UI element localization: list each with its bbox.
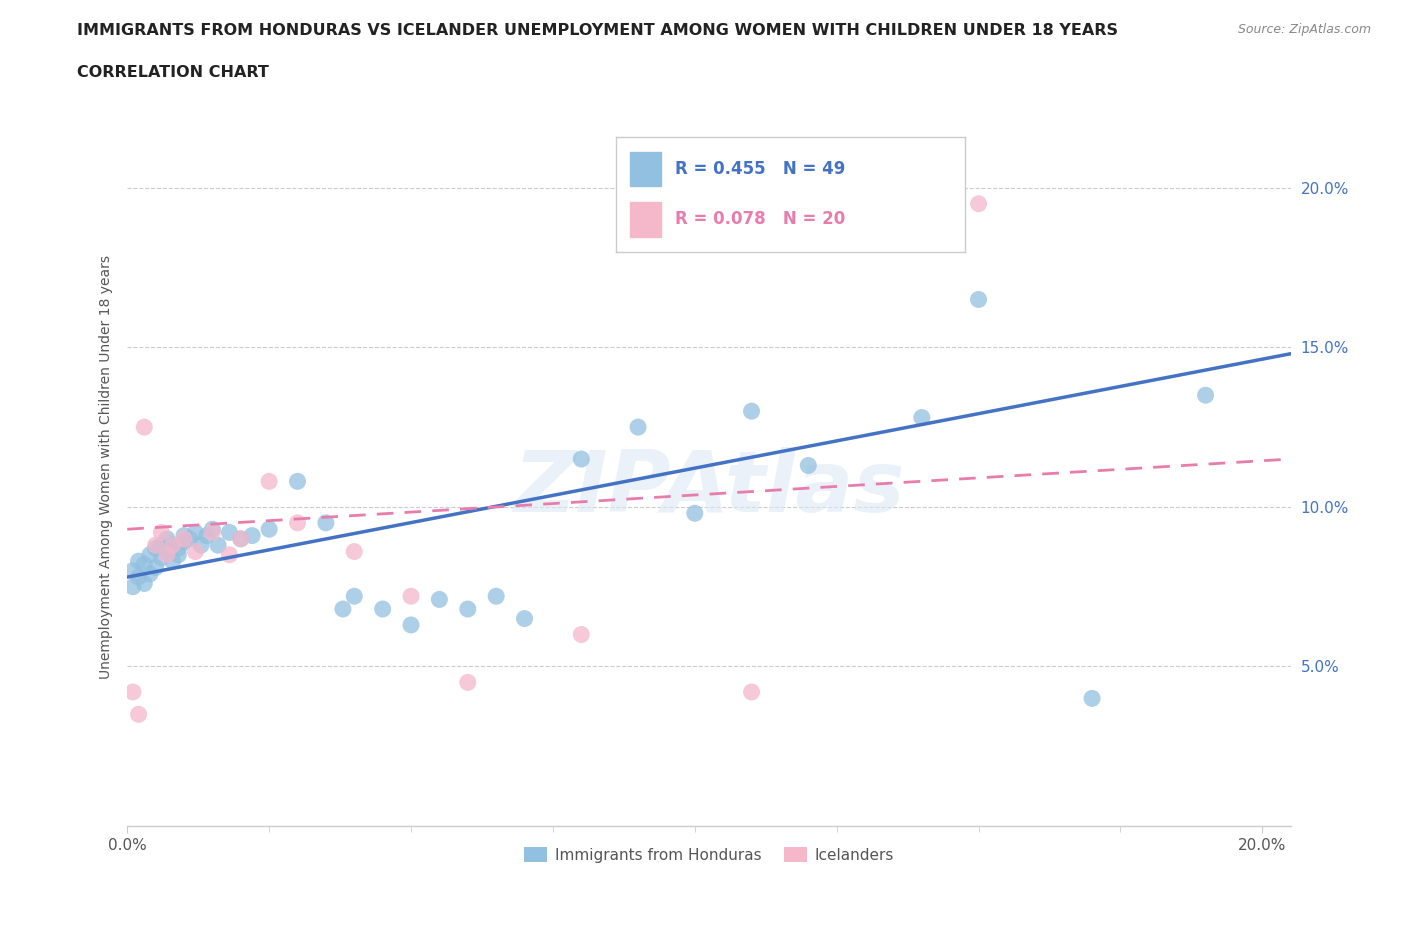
Point: [371, 602, 394, 617]
Point: [162, 538, 184, 552]
Point: [128, 707, 150, 722]
Point: [911, 410, 934, 425]
Point: [184, 544, 207, 559]
Point: [173, 531, 195, 546]
Point: [139, 566, 162, 581]
Point: [156, 544, 179, 559]
Point: [167, 548, 190, 563]
Point: [162, 538, 184, 552]
Point: [485, 589, 508, 604]
Point: [184, 525, 207, 539]
Point: [683, 506, 706, 521]
Point: [145, 541, 167, 556]
Text: Source: ZipAtlas.com: Source: ZipAtlas.com: [1237, 23, 1371, 36]
Point: [150, 525, 173, 539]
Point: [287, 474, 309, 489]
Point: [287, 515, 309, 530]
Point: [332, 602, 354, 617]
Point: [967, 196, 990, 211]
Point: [173, 528, 195, 543]
Point: [457, 602, 479, 617]
Point: [741, 404, 763, 418]
Point: [627, 419, 650, 434]
Point: [195, 528, 218, 543]
Text: IMMIGRANTS FROM HONDURAS VS ICELANDER UNEMPLOYMENT AMONG WOMEN WITH CHILDREN UND: IMMIGRANTS FROM HONDURAS VS ICELANDER UN…: [77, 23, 1118, 38]
Point: [179, 531, 201, 546]
Point: [201, 525, 224, 539]
Point: [569, 452, 592, 467]
Point: [150, 538, 173, 552]
Point: [315, 515, 337, 530]
Point: [343, 589, 366, 604]
Point: [399, 589, 422, 604]
Point: [218, 525, 240, 539]
Point: [257, 474, 280, 489]
Point: [122, 579, 145, 594]
Point: [229, 531, 252, 546]
Point: [173, 535, 195, 550]
Point: [134, 576, 156, 591]
Text: ZIPAtlas: ZIPAtlas: [513, 447, 905, 530]
Point: [122, 684, 145, 699]
Point: [429, 592, 451, 607]
Point: [257, 522, 280, 537]
Point: [797, 458, 820, 472]
Point: [741, 684, 763, 699]
Point: [967, 292, 990, 307]
Point: [399, 618, 422, 632]
Point: [190, 538, 212, 552]
Point: [343, 544, 366, 559]
Point: [513, 611, 536, 626]
Point: [145, 538, 167, 552]
Point: [218, 548, 240, 563]
Point: [201, 522, 224, 537]
Point: [240, 528, 263, 543]
Point: [1194, 388, 1216, 403]
Point: [229, 531, 252, 546]
Point: [1081, 691, 1104, 706]
Point: [128, 570, 150, 585]
Point: [156, 548, 179, 563]
Point: [139, 548, 162, 563]
Point: [128, 553, 150, 568]
Point: [156, 531, 179, 546]
Point: [207, 538, 229, 552]
Point: [167, 541, 190, 556]
Point: [162, 553, 184, 568]
Point: [134, 419, 156, 434]
Legend: Immigrants from Honduras, Icelanders: Immigrants from Honduras, Icelanders: [517, 841, 900, 869]
Point: [122, 564, 145, 578]
Point: [457, 675, 479, 690]
Y-axis label: Unemployment Among Women with Children Under 18 years: Unemployment Among Women with Children U…: [100, 255, 114, 679]
Point: [145, 560, 167, 575]
Text: CORRELATION CHART: CORRELATION CHART: [77, 65, 269, 80]
Point: [150, 551, 173, 565]
Point: [569, 627, 592, 642]
Point: [134, 557, 156, 572]
